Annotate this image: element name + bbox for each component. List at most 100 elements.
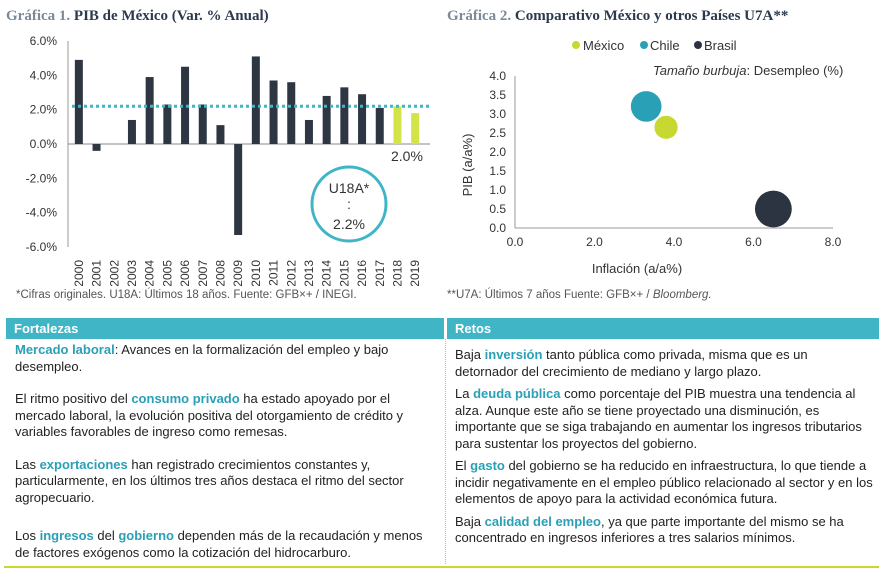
legend-brasil-label: Brasil (704, 38, 737, 53)
bar-2005 (163, 104, 172, 144)
y-tick-label: 4.0% (30, 68, 58, 82)
reto-text: Baja (455, 513, 485, 529)
reto-text: , ya que parte importante del mismo se h… (455, 513, 844, 546)
legend-mexico-marker (572, 41, 580, 49)
y-tick-label: 0.5 (489, 202, 506, 216)
bar-2003 (127, 119, 136, 144)
reto-text: El (455, 458, 471, 473)
chart2-footnote: **U7A: Últimos 7 años Fuente: GFB×+ / Bl… (447, 289, 712, 301)
x-tick-label: 2001 (90, 260, 104, 286)
chart2-title-prefix: Gráfica 2. (447, 8, 512, 24)
reto-item: La deuda pública como porcentaje del PIB… (455, 386, 873, 452)
chart1-title: Gráfica 1. PIB de México (Var. % Anual) (6, 8, 269, 25)
fortaleza-text: del (93, 528, 119, 543)
bar-2006 (181, 66, 190, 144)
bar-2004 (145, 77, 154, 144)
bar-2012 (287, 82, 296, 144)
reto-text: Baja (455, 347, 485, 362)
reto-item: El gasto del gobierno se ha reducido en … (455, 458, 873, 508)
x-axis-label: Inflación (a/a%) (592, 261, 682, 276)
fortalezas-column: Mercado laboral: Avances en la formaliza… (15, 342, 439, 561)
y-tick-label: 1.0 (489, 183, 506, 197)
x-tick-label: 8.0 (825, 235, 842, 249)
bar-2007 (198, 104, 207, 144)
legend-chile-label: Chile (650, 38, 680, 53)
reto-item: Baja calidad del empleo, ya que parte im… (455, 514, 873, 547)
legend: México Chile Brasil (572, 38, 737, 53)
gdp-bar-chart: 6.0% 4.0% 2.0% 0.0% -2.0% -4.0% -6.0% 2000 2001… (26, 34, 432, 286)
bar-2018 (393, 106, 402, 144)
y-tick-label: 6.0% (30, 34, 58, 48)
y-tick-label: -4.0% (26, 206, 58, 220)
y-tick-label: 2.0 (489, 145, 506, 159)
bar-2015 (340, 87, 349, 144)
y-tick-label: -6.0% (26, 240, 58, 254)
fortaleza-item: Los ingresos del gobierno dependen más d… (15, 528, 439, 561)
chart1-title-main: PIB de México (Var. % Anual) (73, 8, 269, 24)
x-tick-label: 2018 (390, 260, 404, 286)
legend-brasil-marker (694, 41, 702, 49)
highlight-term: ingresos (39, 528, 94, 543)
bubble-mxico (654, 115, 678, 139)
highlight-term: gasto (470, 458, 505, 473)
y-tick-label: 2.5 (489, 126, 506, 140)
bar-2008 (216, 125, 225, 144)
highlight-term: calidad del empleo (484, 513, 601, 529)
average-badge-line1: U18A* (329, 180, 370, 196)
x-tick-label: 2009 (231, 260, 245, 286)
bubble-size-note-rest: : Desempleo (%) (746, 63, 843, 78)
legend-mexico-label: México (583, 38, 624, 53)
highlight-term: deuda pública (473, 386, 561, 401)
x-tick-label: 2002 (107, 260, 121, 286)
x-tick-label: 2004 (143, 260, 157, 286)
x-tick-label: 6.0 (745, 235, 762, 249)
x-tick-label: 2006 (178, 260, 192, 286)
x-tick-label: 2013 (302, 260, 316, 286)
chart1-footnote: *Cifras originales. U18A: Últimos 18 año… (16, 289, 357, 301)
x-tick-label: 2007 (196, 260, 210, 286)
highlight-term: exportaciones (39, 456, 128, 472)
fortalezas-header: Fortalezas (6, 318, 444, 339)
bar-2000 (74, 59, 83, 144)
chart2-title: Gráfica 2. Comparativo México y otros Pa… (447, 8, 788, 25)
average-badge-circle (310, 165, 388, 243)
x-tick-label: 2000 (72, 260, 86, 286)
bar-2009 (234, 144, 243, 235)
reto-text: del gobierno se ha reducido en infraestr… (455, 458, 873, 506)
x-tick-label: 2014 (320, 260, 334, 286)
column-divider (445, 339, 447, 564)
fortaleza-text: han registrado crecimientos constantes y… (15, 456, 404, 505)
x-tick-label: 2.0 (586, 235, 603, 249)
bar-2014 (322, 95, 331, 144)
y-tick-label: 3.5 (489, 88, 506, 102)
chart2-title-main: Comparativo México y otros Países U7A** (514, 8, 789, 24)
highlight-term: inversión (484, 347, 543, 362)
fortaleza-text: Las (15, 456, 40, 472)
x-tick-label: 0.0 (507, 235, 524, 249)
bubble-size-note: Tamaño burbuja: Desempleo (%) (653, 63, 843, 78)
fortaleza-text: Los (15, 528, 40, 543)
y-tick-label: -2.0% (26, 171, 58, 185)
x-tick-label: 2012 (284, 260, 298, 286)
fortaleza-item: El ritmo positivo del consumo privado ha… (15, 391, 439, 441)
bar-2016 (358, 94, 367, 144)
bubble-chile (630, 91, 662, 122)
fortaleza-text: dependen más de la recaudación y menos d… (15, 528, 423, 560)
x-tick-label: 2005 (160, 260, 174, 286)
bubble-brasil (754, 190, 792, 228)
x-tick-label: 2011 (267, 260, 281, 286)
chart1-title-prefix: Gráfica 1. (6, 8, 71, 24)
reto-text: como porcentaje del PIB muestra una tend… (455, 386, 862, 451)
fortaleza-text: El ritmo positivo del (15, 391, 132, 406)
x-tick-label: 4.0 (666, 235, 683, 249)
x-tick-label: 2015 (337, 260, 351, 286)
average-badge-line2: : (347, 196, 351, 212)
fortaleza-text: ha estado apoyado por el mercado laboral… (15, 391, 404, 439)
y-axis-label: PIB (a/a%) (460, 134, 475, 197)
x-tick-label: 2003 (125, 260, 139, 286)
y-tick-label: 2.0% (30, 103, 58, 117)
bar-2010 (251, 56, 260, 145)
bubble-chart: México Chile Brasil Tamaño burbuja: Dese… (460, 38, 843, 276)
retos-header: Retos (447, 318, 879, 339)
forecast-value-label: 2.0% (391, 148, 423, 164)
